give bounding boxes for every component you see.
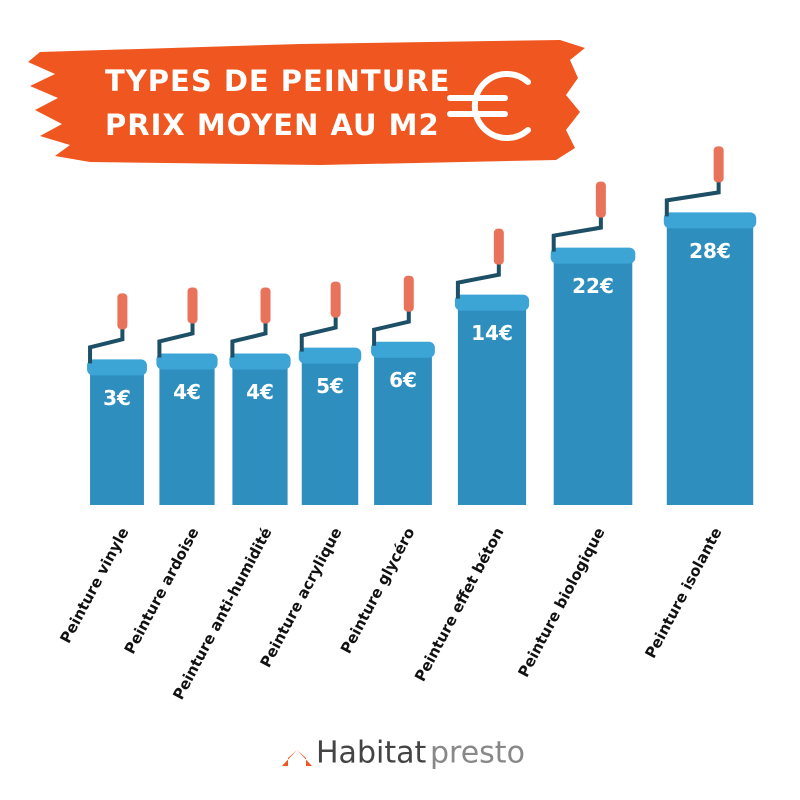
roller-frame xyxy=(664,180,721,217)
logo-brand: Habitat xyxy=(316,736,426,771)
chart-title: TYPES DE PEINTURE xyxy=(105,64,450,98)
roller-frame xyxy=(88,327,125,364)
value-label: 4€ xyxy=(246,380,274,404)
roller-cap xyxy=(229,353,291,370)
roller-handle xyxy=(493,228,504,265)
x-tick-label: Peinture biologique xyxy=(514,525,608,681)
bar xyxy=(457,300,527,505)
roller-cap xyxy=(298,347,362,364)
roller-frame xyxy=(551,215,603,252)
bar xyxy=(553,253,633,505)
roller-handle xyxy=(713,146,724,183)
value-label: 4€ xyxy=(173,380,201,404)
roller-cap xyxy=(663,212,757,229)
value-label: 22€ xyxy=(572,274,614,298)
bar xyxy=(159,359,215,505)
logo: Habitat presto xyxy=(282,736,525,771)
roller-frame xyxy=(230,321,268,358)
value-label: 5€ xyxy=(316,374,344,398)
value-label: 3€ xyxy=(103,386,131,410)
logo-icon xyxy=(282,750,312,766)
title-banner xyxy=(28,40,585,165)
roller-cap xyxy=(454,294,530,311)
roller-handle xyxy=(403,275,414,312)
x-tick-label: Peinture acrylique xyxy=(257,525,346,671)
bar xyxy=(232,359,288,505)
roller-frame xyxy=(372,309,411,346)
roller-cap xyxy=(550,247,636,264)
chart-subtitle: PRIX MOYEN AU M2 xyxy=(105,108,440,142)
roller-handle xyxy=(187,287,198,324)
value-label: 14€ xyxy=(471,321,513,345)
roller-cap xyxy=(156,353,218,370)
euro-icon xyxy=(447,71,531,141)
roller-cap xyxy=(371,341,435,358)
bar xyxy=(301,353,359,505)
x-tick-label: Peinture isolante xyxy=(641,525,725,662)
roller-cap xyxy=(87,359,147,376)
value-label: 6€ xyxy=(389,368,417,392)
roller-frame xyxy=(299,315,338,352)
x-tick-label: Peinture ardoise xyxy=(121,525,203,657)
roller-handle xyxy=(595,181,606,218)
roller-handle xyxy=(117,293,128,330)
bar xyxy=(666,218,754,506)
roller-frame xyxy=(455,262,501,299)
roller-handle xyxy=(260,287,271,324)
value-label: 28€ xyxy=(689,239,731,263)
bar xyxy=(90,365,144,505)
x-tick-label: Peinture glycéro xyxy=(337,525,419,657)
bar xyxy=(374,347,432,505)
x-tick-label: Peinture vinyle xyxy=(56,525,132,647)
roller-handle xyxy=(330,281,341,318)
logo-suffix: presto xyxy=(430,736,525,771)
roller-frame xyxy=(157,321,195,358)
x-tick-label: Peinture effet béton xyxy=(411,525,507,685)
